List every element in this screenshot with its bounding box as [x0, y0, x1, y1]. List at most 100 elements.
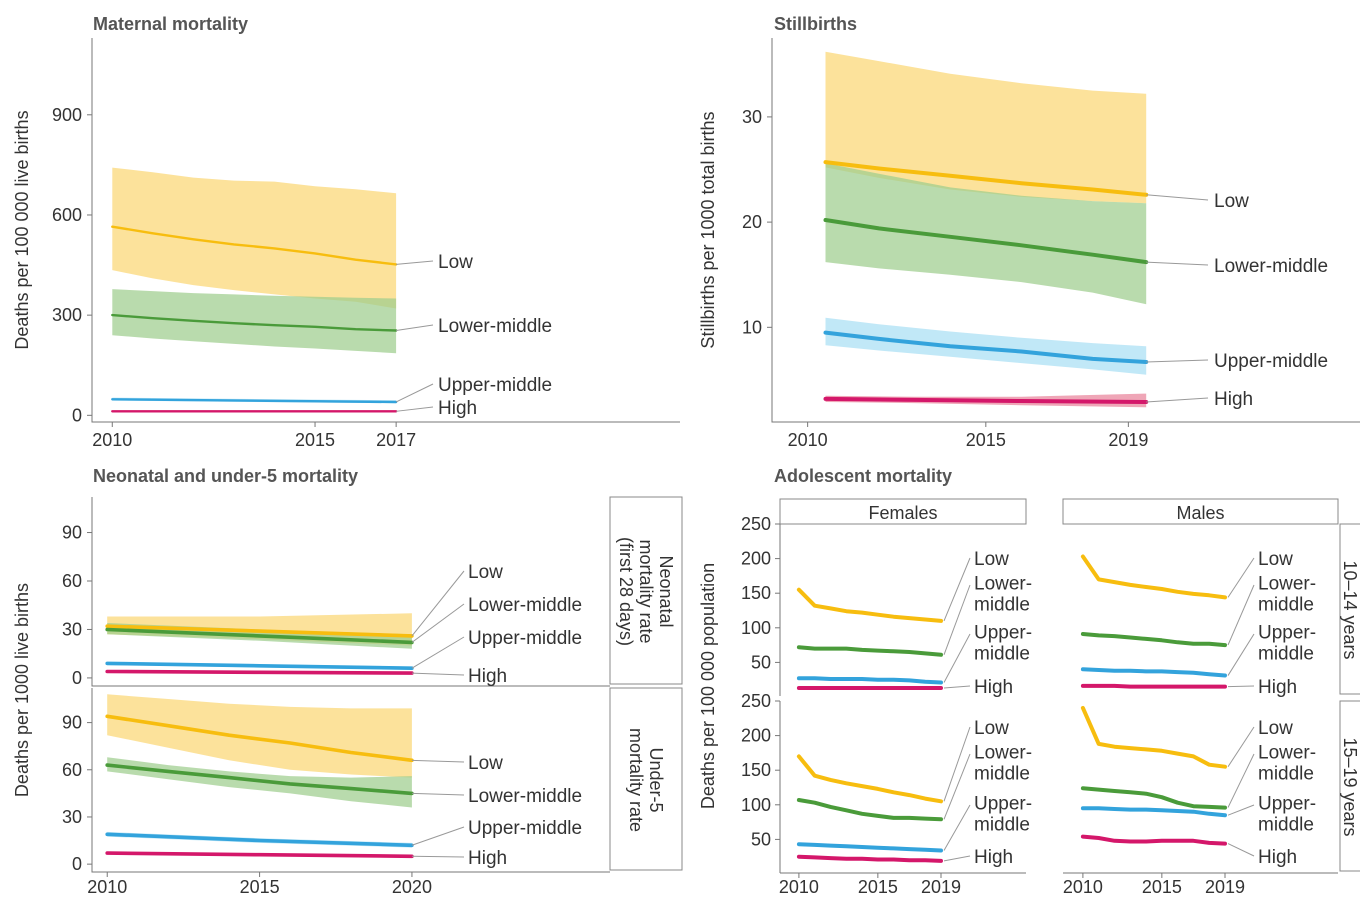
stillbirths-xtick-label: 2019 [1108, 430, 1148, 450]
adolescent-females-15-19-years-label-low: Low [974, 718, 1009, 739]
adolescent-title: Adolescent mortality [774, 466, 952, 486]
adolescent-females-10-14-years-label-high: High [974, 677, 1013, 698]
under5-line-high [105, 851, 414, 859]
stillbirths-xtick-label: 2010 [788, 430, 828, 450]
neonatal-strip-label: (first 28 days) [616, 537, 636, 646]
stillbirths-label-high: High [1214, 389, 1253, 410]
adolescent-ytick-label: 150 [741, 760, 771, 780]
adolescent-males-15-19-years-line-high [1080, 834, 1227, 846]
adolescent-males-15-19-years-label-upper-middle: middle [1258, 815, 1314, 836]
adolescent-males-10-14-years-label-lower-middle: Lower- [1258, 574, 1316, 595]
under5-ytick-label: 0 [72, 854, 82, 874]
adolescent-males-15-19-years-line-low [1080, 705, 1227, 769]
adolescent-females-10-14-years-label-lower-middle: middle [974, 595, 1030, 616]
adolescent-females-10-14-years-label-lower-middle: Lower- [974, 574, 1032, 595]
adolescent-females-15-19-years-leader-upper-middle [943, 804, 971, 851]
adolescent-females-15-19-years-label-lower-middle: middle [974, 764, 1030, 785]
adolescent-females-10-14-years-label-low: Low [974, 549, 1009, 570]
stillbirths-leader-upper-middle [1146, 359, 1209, 363]
adolescent-females-10-14-years-label-upper-middle: middle [974, 644, 1030, 665]
adolescent-ytick-label: 150 [741, 583, 771, 603]
adolescent-ytick-label: 200 [741, 549, 771, 569]
under5-ytick-label: 30 [62, 807, 82, 827]
adolescent-xtick-label: 2010 [779, 877, 819, 897]
under5-strip-label: Under-5 [646, 747, 666, 812]
adolescent-xtick-label: 2010 [1063, 877, 1103, 897]
adolescent-ytick-label: 50 [751, 652, 771, 672]
adolescent-ytick-label: 250 [741, 514, 771, 534]
stillbirths-ytick-label: 20 [742, 212, 762, 232]
under5-line-low [105, 714, 414, 763]
stillbirths-leader-high [1146, 397, 1209, 403]
maternal-line-lower-middle [111, 313, 398, 332]
maternal-leader-lower-middle [396, 324, 434, 332]
adolescent-males-15-19-years-line-upper-middle [1080, 806, 1227, 818]
stillbirths-band-low [825, 51, 1147, 204]
adolescent-females-15-19-years-line-high [796, 854, 943, 863]
stillbirths-xtick-label: 2015 [966, 430, 1006, 450]
under5-label-upper-middle: Upper-middle [468, 818, 582, 839]
adolescent-males-15-19-years-label-lower-middle: middle [1258, 764, 1314, 785]
adolescent-ytick-label: 200 [741, 726, 771, 746]
adolescent-col-label-females: Females [868, 503, 937, 523]
neonatal-ytick-label: 60 [62, 571, 82, 591]
stillbirths-ytick-label: 30 [742, 107, 762, 127]
maternal-label-low: Low [438, 252, 473, 273]
under5-xtick-label: 2020 [392, 877, 432, 897]
maternal-xtick-label: 2015 [295, 430, 335, 450]
adolescent-males-10-14-years-line-low [1080, 554, 1227, 600]
adolescent-males-15-19-years-label-upper-middle: Upper- [1258, 794, 1316, 815]
neonatal-leader-upper-middle [411, 636, 465, 669]
adolescent-females-10-14-years-line-low [796, 587, 943, 623]
stillbirths-leader-low [1146, 194, 1209, 201]
maternal-title: Maternal mortality [93, 14, 248, 34]
adolescent-males-10-14-years-leader-high [1227, 685, 1255, 688]
adolescent-females-10-14-years-leader-upper-middle [943, 633, 971, 683]
maternal-band-low [112, 167, 397, 309]
stillbirths-y-label: Stillbirths per 1000 total births [698, 111, 718, 348]
adolescent-col-strip [779, 498, 1027, 525]
adolescent-males-15-19-years-leader-lower-middle [1227, 753, 1255, 808]
adolescent-females-15-19-years-leader-high [943, 855, 971, 862]
under5-strip-box [609, 687, 683, 871]
maternal-ytick-label: 600 [52, 205, 82, 225]
under5-leader-lower-middle [411, 792, 465, 796]
neonatal-ytick-label: 30 [62, 619, 82, 639]
neonatal-title: Neonatal and under-5 mortality [93, 466, 358, 486]
adolescent-y-label: Deaths per 100 000 population [698, 563, 718, 809]
stillbirths-leader-lower-middle [1146, 261, 1209, 266]
adolescent-ytick-label: 100 [741, 618, 771, 638]
neonatal-strip-label: mortality rate [636, 539, 656, 643]
adolescent-males-10-14-years-line-upper-middle [1080, 667, 1227, 678]
neonatal-line-high [105, 669, 414, 675]
adolescent-males-15-19-years-leader-low [1227, 726, 1255, 768]
maternal-ytick-label: 900 [52, 105, 82, 125]
adolescent-xtick-label: 2019 [921, 877, 961, 897]
under5-label-high: High [468, 848, 507, 869]
adolescent-females-10-14-years-leader-low [943, 557, 971, 622]
maternal-line-upper-middle [111, 398, 398, 404]
under5-label-low: Low [468, 753, 503, 774]
adolescent-males-15-19-years-leader-high [1227, 843, 1255, 857]
maternal-leader-upper-middle [395, 383, 434, 403]
adolescent-males-10-14-years-leader-low [1227, 557, 1255, 598]
under5-line-upper-middle [105, 832, 414, 848]
under5-leader-high [411, 855, 465, 858]
adolescent-females-15-19-years-label-lower-middle: Lower- [974, 743, 1032, 764]
adolescent-males-10-14-years-label-upper-middle: Upper- [1258, 623, 1316, 644]
adolescent-row-label: 15–19 years [1340, 737, 1360, 836]
stillbirths-label-lower-middle: Lower-middle [1214, 256, 1328, 277]
neonatal-leader-lower-middle [411, 603, 465, 643]
neonatal-strip-label: Neonatal [656, 555, 676, 627]
under5-label-lower-middle: Lower-middle [468, 786, 582, 807]
maternal-leader-low [396, 260, 434, 265]
stillbirths-axes [771, 38, 1360, 423]
maternal-xtick-label: 2017 [376, 430, 416, 450]
adolescent-females-15-19-years-label-high: High [974, 847, 1013, 868]
adolescent-females-10-14-years-line-upper-middle [796, 676, 943, 685]
adolescent-males-10-14-years-line-high [1080, 683, 1227, 689]
adolescent-males-10-14-years-label-upper-middle: middle [1258, 644, 1314, 665]
under5-leader-low [411, 759, 465, 763]
adolescent-xtick-label: 2015 [858, 877, 898, 897]
